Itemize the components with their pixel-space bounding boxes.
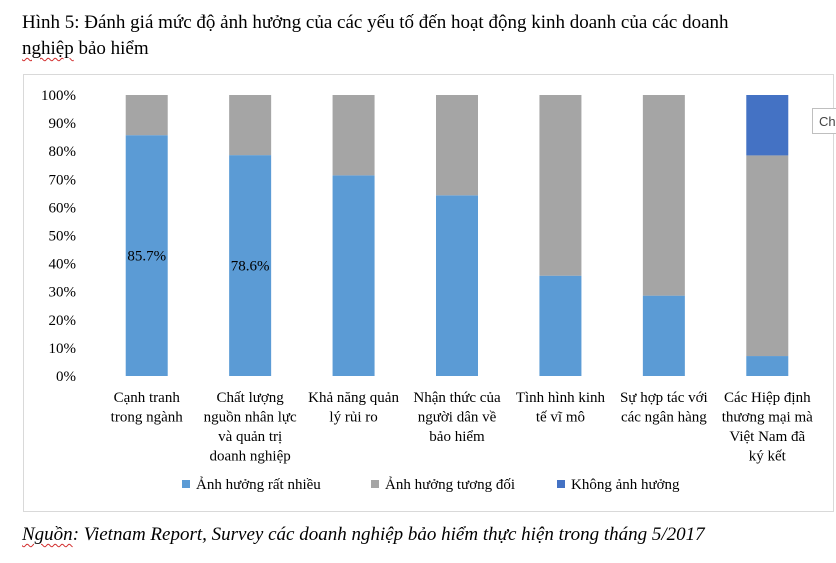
- stacked-bar-chart: 0% 10% 20% 30% 40% 50% 60% 70% 80% 90% 100% Cạnh tr…: [41, 88, 813, 493]
- y-tick-label: 80%: [49, 144, 77, 160]
- category-label: Chất lượng: [216, 390, 284, 406]
- bar-segment: [332, 95, 375, 176]
- bar-segment: [436, 195, 478, 376]
- y-tick-label: 100%: [41, 88, 76, 104]
- legend-label: Ảnh hưởng tương đối: [385, 476, 515, 493]
- category-label: Tình hình kinh: [516, 390, 606, 406]
- bar-segment: [642, 295, 685, 376]
- bar-segment: [539, 275, 582, 376]
- category-label: trong ngành: [111, 410, 184, 426]
- category-label: lý rủi ro: [329, 410, 377, 426]
- legend-label: Ảnh hưởng rất nhiều: [196, 476, 321, 493]
- y-tick-label: 40%: [49, 257, 77, 273]
- y-tick-label: 50%: [49, 229, 77, 245]
- source-note-text: : Vietnam Report, Survey các doanh nghiệ…: [72, 524, 705, 545]
- bar-segment: [332, 175, 375, 376]
- y-tick-label: 30%: [49, 285, 77, 301]
- bar-segment: [125, 135, 168, 376]
- figure-title-main: Hình 5: Đánh giá mức độ ảnh hưởng của cá…: [22, 12, 729, 33]
- category-label: nguồn nhân lực: [204, 410, 297, 426]
- data-label: 85.7%: [127, 249, 166, 265]
- y-tick-label: 20%: [49, 313, 77, 329]
- bar-segment: [436, 95, 478, 196]
- category-label: Khả năng quản: [308, 390, 399, 406]
- bar-segment: [229, 95, 272, 156]
- category-label: Việt Nam đã: [729, 429, 805, 445]
- bar-segment: [746, 95, 789, 156]
- category-label: thương mại mà: [722, 410, 813, 426]
- category-label: Sự hợp tác với: [620, 390, 708, 406]
- y-tick-label: 10%: [49, 341, 77, 357]
- category-label: Nhận thức của: [413, 390, 501, 406]
- category-label: bảo hiểm: [429, 429, 485, 445]
- category-label: tế vĩ mô: [536, 410, 585, 426]
- bar-segment: [125, 95, 168, 136]
- category-label: người dân về: [418, 410, 497, 426]
- legend-label: Không ảnh hưởng: [571, 477, 680, 493]
- legend-swatch: [557, 480, 565, 488]
- category-label: ký kết: [749, 449, 787, 465]
- chart-frame: 0% 10% 20% 30% 40% 50% 60% 70% 80% 90% 100% Cạnh tr…: [23, 74, 834, 512]
- category-label: Cạnh tranh: [114, 390, 181, 406]
- figure-title-end: bảo hiểm: [73, 38, 149, 59]
- legend-swatch: [371, 480, 379, 488]
- bar-segment: [229, 155, 272, 376]
- side-tab[interactable]: Ch: [812, 108, 836, 134]
- bar-segment: [746, 155, 789, 357]
- bar-segment: [642, 95, 685, 296]
- figure-title-underlined-word: nghiệp: [22, 38, 74, 59]
- y-tick-label: 60%: [49, 200, 77, 216]
- y-tick-label: 70%: [49, 172, 77, 188]
- category-label: Các Hiệp định: [724, 390, 811, 406]
- figure-title: Hình 5: Đánh giá mức độ ảnh hưởng của cá…: [22, 10, 822, 62]
- bar-segment: [746, 356, 789, 376]
- source-note: Nguồn: Vietnam Report, Survey các doanh …: [22, 524, 705, 546]
- data-label: 78.6%: [231, 259, 270, 275]
- source-note-prefix: Nguồn: [22, 524, 73, 545]
- bar-segment: [539, 95, 582, 276]
- y-tick-label: 90%: [49, 116, 77, 132]
- y-tick-label: 0%: [56, 369, 76, 385]
- legend-swatch: [182, 480, 190, 488]
- category-label: các ngân hàng: [621, 410, 707, 426]
- category-label: doanh nghiệp: [210, 449, 291, 465]
- category-label: và quản trị: [218, 429, 282, 445]
